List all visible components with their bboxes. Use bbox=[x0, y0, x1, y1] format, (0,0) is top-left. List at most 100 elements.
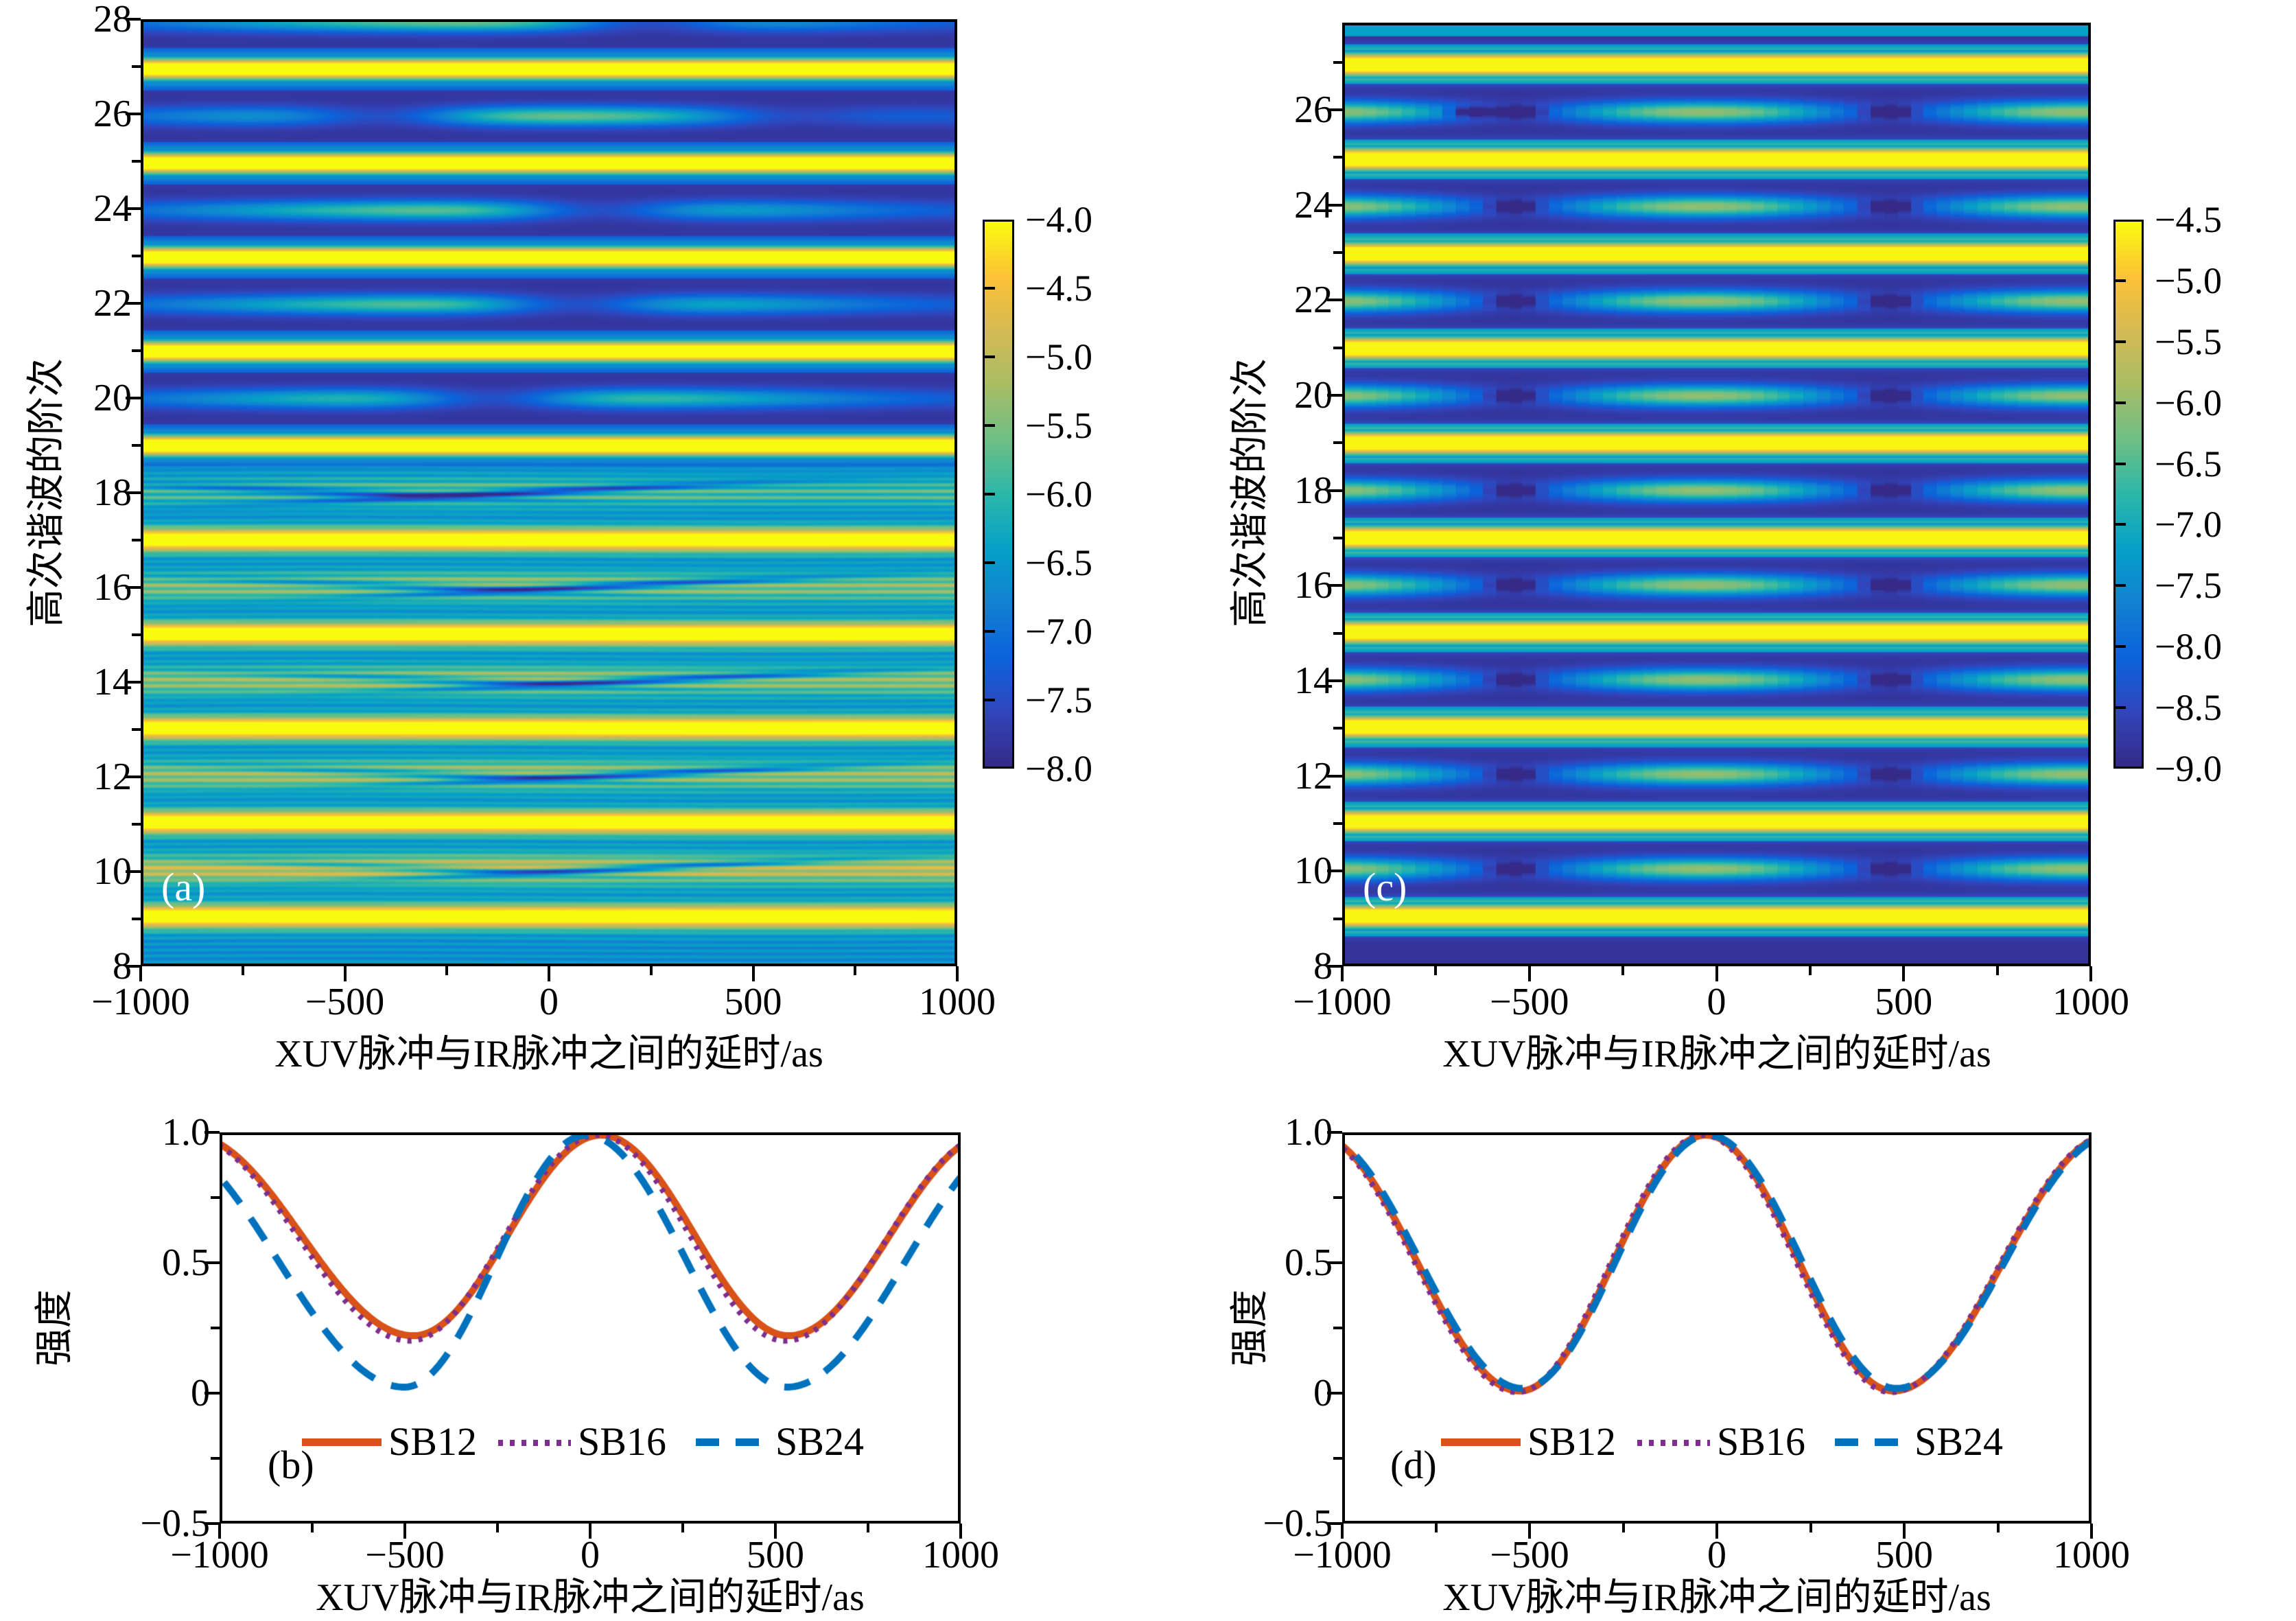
line-panel-d: (d) bbox=[1342, 1132, 2092, 1524]
tick-mark bbox=[774, 1524, 777, 1539]
tick-mark bbox=[126, 18, 141, 21]
y-tick-label: 0 bbox=[191, 1372, 210, 1414]
tick-mark bbox=[445, 966, 449, 975]
tick-mark bbox=[2116, 706, 2126, 710]
legend-label-sb16-d: SB16 bbox=[1717, 1419, 1805, 1464]
y-tick-label: 14 bbox=[1294, 659, 1333, 702]
tick-mark bbox=[985, 699, 995, 701]
panel-label-b: (b) bbox=[268, 1443, 314, 1487]
legend-label-sb24-b: SB24 bbox=[775, 1419, 864, 1464]
tick-mark bbox=[1809, 1524, 1812, 1532]
tick-mark bbox=[403, 1524, 406, 1539]
heatmap-panel-a: (a) bbox=[141, 19, 957, 966]
tick-mark bbox=[126, 586, 141, 589]
colorbar-tick-label: −9.0 bbox=[2155, 748, 2222, 789]
x-tick-label: −500 bbox=[305, 981, 385, 1023]
colorbar-tick-label: −8.5 bbox=[2155, 687, 2222, 729]
tick-mark bbox=[1621, 1524, 1625, 1532]
y-tick-label: 0.5 bbox=[162, 1241, 210, 1284]
tick-mark bbox=[132, 539, 141, 541]
tick-mark bbox=[126, 207, 141, 210]
tick-mark bbox=[1333, 441, 1342, 445]
tick-mark bbox=[1996, 1524, 2000, 1532]
tick-mark bbox=[1333, 1327, 1342, 1329]
tick-mark bbox=[126, 302, 141, 305]
colorbar-tick-label: −5.0 bbox=[1025, 336, 1092, 377]
y-tick-label: 24 bbox=[93, 187, 132, 230]
heatmap-panel-c: (c) bbox=[1342, 23, 2091, 966]
tick-mark bbox=[132, 633, 141, 636]
tick-mark bbox=[132, 349, 141, 352]
tick-mark bbox=[126, 775, 141, 778]
tick-mark bbox=[1327, 489, 1342, 492]
tick-mark bbox=[132, 728, 141, 731]
x-tick-label: 500 bbox=[724, 981, 782, 1023]
tick-mark bbox=[126, 681, 141, 684]
x-axis-title-c: XUV脉冲与IR脉冲之间的延时/as bbox=[1442, 1033, 1991, 1075]
tick-mark bbox=[126, 870, 141, 873]
line-panel-b: (b) bbox=[220, 1132, 961, 1524]
panel-label-a: (a) bbox=[161, 865, 206, 909]
colorbar-tick-label: −5.0 bbox=[2155, 259, 2222, 301]
tick-mark bbox=[1327, 965, 1342, 968]
tick-mark bbox=[1327, 1522, 1342, 1525]
tick-mark bbox=[985, 287, 995, 290]
tick-mark bbox=[2090, 1524, 2093, 1539]
x-tick-label: 1000 bbox=[2052, 981, 2129, 1023]
tick-mark bbox=[1327, 679, 1342, 682]
x-tick-label: −1000 bbox=[1293, 1534, 1392, 1576]
tick-mark bbox=[1333, 727, 1342, 730]
x-axis-title-a: XUV脉冲与IR脉冲之间的延时/as bbox=[274, 1033, 823, 1075]
x-tick-label: 0 bbox=[581, 1534, 600, 1576]
tick-mark bbox=[1327, 299, 1342, 302]
x-tick-label: 1000 bbox=[919, 981, 996, 1023]
y-tick-label: 12 bbox=[93, 756, 132, 798]
legend-label-sb12-d: SB12 bbox=[1527, 1419, 1616, 1464]
y-tick-label: 18 bbox=[93, 471, 132, 514]
y-tick-label: 20 bbox=[93, 377, 132, 419]
tick-mark bbox=[751, 966, 755, 981]
x-tick-label: −1000 bbox=[91, 981, 190, 1023]
tick-mark bbox=[1527, 966, 1531, 981]
y-tick-label: 8 bbox=[113, 945, 132, 988]
tick-mark bbox=[1327, 393, 1342, 397]
y-tick-label: 1.0 bbox=[1285, 1111, 1333, 1154]
line-canvas-b bbox=[222, 1135, 958, 1521]
tick-mark bbox=[1528, 1524, 1531, 1539]
y-tick-label: 22 bbox=[1294, 279, 1333, 322]
tick-mark bbox=[1333, 156, 1342, 159]
tick-mark bbox=[1327, 774, 1342, 778]
x-tick-label: 0 bbox=[539, 981, 559, 1023]
tick-mark bbox=[589, 1524, 591, 1539]
tick-mark bbox=[854, 966, 857, 975]
tick-mark bbox=[211, 1327, 220, 1329]
y-tick-label: 28 bbox=[93, 0, 132, 40]
tick-mark bbox=[1341, 966, 1344, 981]
y-tick-label: 24 bbox=[1294, 183, 1333, 226]
tick-mark bbox=[985, 630, 995, 633]
tick-mark bbox=[867, 1524, 869, 1532]
legend-label-sb16-b: SB16 bbox=[578, 1419, 666, 1464]
tick-mark bbox=[681, 1524, 684, 1532]
y-tick-label: 16 bbox=[93, 566, 132, 609]
tick-mark bbox=[956, 966, 959, 981]
tick-mark bbox=[211, 1196, 220, 1199]
tick-mark bbox=[1327, 584, 1342, 587]
tick-mark bbox=[1333, 1457, 1342, 1460]
colorbar-tick-label: −8.0 bbox=[2155, 626, 2222, 668]
x-tick-label: 0 bbox=[1707, 981, 1726, 1023]
line-canvas-d bbox=[1345, 1135, 2089, 1521]
tick-mark bbox=[1333, 60, 1342, 64]
tick-mark bbox=[311, 1524, 314, 1532]
x-tick-label: −1000 bbox=[170, 1534, 269, 1576]
tick-mark bbox=[959, 1524, 962, 1539]
x-tick-label: 500 bbox=[747, 1534, 804, 1576]
y-tick-label: 26 bbox=[1294, 88, 1333, 131]
colorbar-tick-label: −6.5 bbox=[2155, 443, 2222, 485]
tick-mark bbox=[1333, 917, 1342, 920]
tick-mark bbox=[2116, 401, 2126, 404]
colorbar-tick-label: −8.0 bbox=[1025, 748, 1092, 789]
colorbar-tick-label: −7.5 bbox=[1025, 679, 1092, 721]
y-axis-title-b: 强度 bbox=[34, 1290, 76, 1366]
